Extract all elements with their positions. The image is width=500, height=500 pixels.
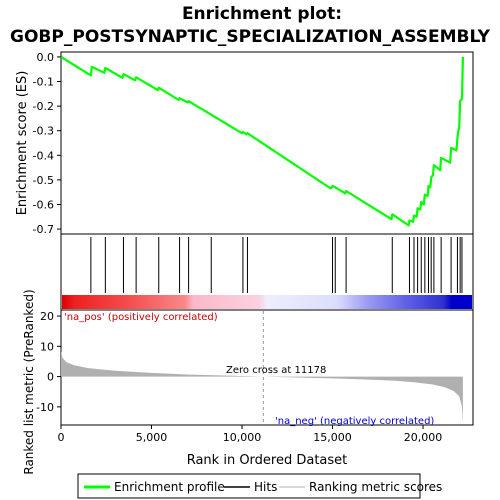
ranking-y-axis-label: Ranked list metric (PreRanked) <box>22 289 36 474</box>
es-panel-frame <box>60 51 474 235</box>
es-y-axis-label: Enrichment score (ES) <box>15 71 30 216</box>
x-tick-label: 0 <box>58 431 65 444</box>
es-layer <box>60 55 464 227</box>
es-y-tick-label: -0.7 <box>33 223 54 236</box>
es-y-tick-label: -0.2 <box>33 100 54 113</box>
zero-cross-label: Zero cross at 11178 <box>226 365 326 376</box>
ranking-y-tick-label: 20 <box>40 310 54 323</box>
x-axis-label: Rank in Ordered Dataset <box>187 453 348 468</box>
es-y-tick-label: -0.5 <box>33 174 54 187</box>
chart-title-line1: Enrichment plot: <box>182 4 342 24</box>
es-y-tick-label: -0.4 <box>33 149 54 162</box>
legend-enrichment-label: Enrichment profile <box>114 480 225 494</box>
ranking-y-tick-label: 0 <box>47 371 54 384</box>
ranking-metric-area <box>61 350 463 424</box>
x-tick-label: 10,000 <box>223 431 262 444</box>
legend-hits-label: Hits <box>254 480 277 494</box>
hits-layer <box>90 237 463 293</box>
x-tick-label: 5,000 <box>136 431 168 444</box>
x-tick-label: 15,000 <box>313 431 352 444</box>
x-tick-label: 20,000 <box>404 431 443 444</box>
es-y-tick-label: -0.6 <box>33 198 54 211</box>
ranking-y-tick-label: 10 <box>40 340 54 353</box>
es-y-tick-label: 0.0 <box>37 51 55 64</box>
axes-layer: 0.0 -0.1 -0.2 -0.3 -0.4 -0.5 -0.6 -0.7 20 10 0 -10 0… <box>33 51 443 444</box>
legend-ranking-label: Ranking metric scores <box>309 480 442 494</box>
chart-title-line2: GOBP_POSTSYNAPTIC_SPECIALIZATION_ASSEMBL… <box>10 27 491 47</box>
ranking-heatmap-strip <box>62 295 472 309</box>
es-y-tick-label: -0.3 <box>33 125 54 138</box>
positive-correlation-label: 'na_pos' (positively correlated) <box>64 312 218 323</box>
legend-box <box>77 473 421 499</box>
negative-correlation-label: 'na_neg' (negatively correlated) <box>275 416 434 427</box>
ranking-layer <box>61 311 463 424</box>
enrichment-profile-line <box>60 55 464 227</box>
es-y-tick-label: -0.1 <box>33 76 54 89</box>
ranking-y-tick-label: -10 <box>36 401 54 414</box>
